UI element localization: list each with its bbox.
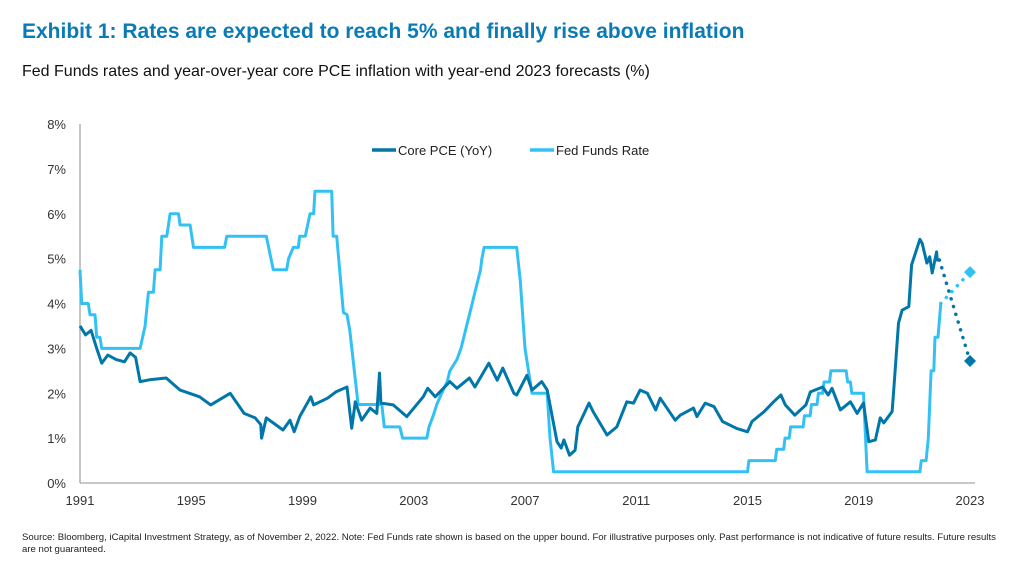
source-note: Source: Bloomberg, iCapital Investment S… bbox=[22, 532, 996, 555]
core-pce-yoy-line bbox=[78, 237, 940, 457]
x-tick-label: 2023 bbox=[956, 493, 985, 508]
x-tick-label: 2015 bbox=[733, 493, 762, 508]
y-tick-label: 4% bbox=[47, 297, 66, 312]
legend-label: Fed Funds Rate bbox=[556, 143, 649, 158]
y-tick-label: 1% bbox=[47, 431, 66, 446]
core-pce-yoy-forecast-line bbox=[937, 258, 972, 363]
x-tick-label: 2011 bbox=[622, 493, 650, 508]
y-tick-label: 0% bbox=[47, 476, 66, 491]
y-tick-label: 6% bbox=[47, 207, 66, 222]
chart-title: Exhibit 1: Rates are expected to reach 5… bbox=[22, 20, 745, 43]
fed-funds-rate-forecast-marker bbox=[964, 266, 976, 279]
x-tick-label: 1995 bbox=[177, 493, 206, 508]
chart-subtitle: Fed Funds rates and year-over-year core … bbox=[22, 63, 650, 80]
series-lines bbox=[78, 189, 976, 474]
y-tick-label: 5% bbox=[47, 252, 66, 267]
legend-label: Core PCE (YoY) bbox=[398, 143, 492, 158]
x-tick-label: 2007 bbox=[511, 493, 540, 508]
x-tick-label: 1991 bbox=[66, 493, 95, 508]
core-pce-yoy-forecast-marker bbox=[964, 354, 976, 367]
y-tick-label: 8% bbox=[47, 117, 66, 132]
x-tick-label: 2019 bbox=[844, 493, 873, 508]
fed-funds-rate-line bbox=[78, 189, 943, 474]
y-tick-label: 2% bbox=[47, 386, 66, 401]
x-tick-label: 2003 bbox=[399, 493, 428, 508]
fed-funds-rate-forecast-line bbox=[939, 270, 972, 306]
legend: Core PCE (YoY) Fed Funds Rate bbox=[372, 143, 649, 158]
y-tick-label: 7% bbox=[47, 162, 66, 177]
y-tick-label: 3% bbox=[47, 341, 66, 356]
axes: 0% 1% 2% 3% 4% 5% 6% 7% 8% 1991 1995 1999 2003 2007 20… bbox=[47, 117, 984, 508]
x-tick-label: 1999 bbox=[288, 493, 317, 508]
